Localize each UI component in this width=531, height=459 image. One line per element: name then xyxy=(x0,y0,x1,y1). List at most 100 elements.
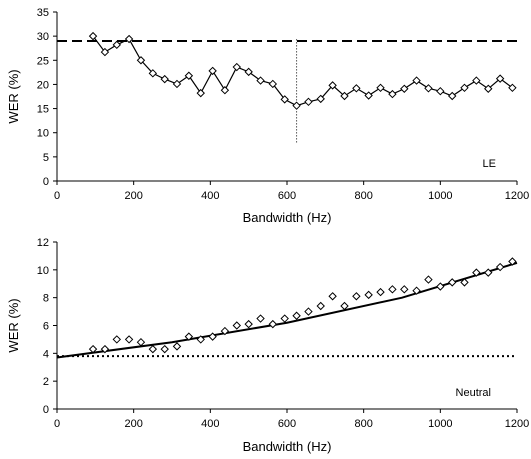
data-point xyxy=(400,84,409,93)
data-point xyxy=(424,275,433,284)
data-point xyxy=(316,301,325,311)
data-point xyxy=(268,319,278,329)
x-tick-label: 400 xyxy=(201,418,219,430)
data-point xyxy=(364,91,373,100)
data-point xyxy=(100,344,110,354)
data-point xyxy=(136,337,146,347)
data-point xyxy=(508,83,517,93)
data-point xyxy=(412,76,421,85)
data-point xyxy=(376,287,385,297)
data-point xyxy=(124,335,134,344)
data-point xyxy=(88,31,98,41)
data-point xyxy=(244,67,253,77)
y-tick-label: 10 xyxy=(37,265,49,277)
x-tick-label: 200 xyxy=(124,190,142,202)
data-point xyxy=(436,86,445,96)
data-point xyxy=(148,69,158,78)
y-tick-label: 4 xyxy=(43,348,49,360)
x-tick-label: 0 xyxy=(54,418,60,430)
data-point xyxy=(172,342,182,351)
data-point xyxy=(220,326,230,336)
data-point xyxy=(292,101,301,110)
data-point xyxy=(172,79,182,89)
bottom-chart-neutral: 0 2 4 6 8 10 12 0 200 400 600 800 1000 1200 Bandwidth … xyxy=(6,237,529,454)
y-tick-label: 12 xyxy=(37,237,49,249)
data-point xyxy=(112,40,122,50)
data-point xyxy=(436,282,445,291)
data-point xyxy=(136,56,146,65)
data-point xyxy=(508,257,517,266)
data-point xyxy=(340,301,349,311)
y-tick-label: 5 xyxy=(43,152,49,164)
data-point xyxy=(184,332,194,341)
y-axis-label: WER (%) xyxy=(6,298,21,352)
data-point xyxy=(292,311,301,320)
x-axis-label: Bandwidth (Hz) xyxy=(243,210,332,225)
data-point xyxy=(412,286,421,295)
data-point xyxy=(160,74,169,84)
y-tick-label: 20 xyxy=(37,79,49,91)
data-point xyxy=(280,95,289,104)
data-point xyxy=(88,344,98,354)
x-tick-label: 800 xyxy=(354,418,372,430)
data-point xyxy=(256,314,265,323)
y-tick-label: 10 xyxy=(37,128,49,140)
data-point xyxy=(208,332,217,341)
data-point xyxy=(184,71,194,80)
panel-annotation: LE xyxy=(483,158,496,170)
x-tick-label: 400 xyxy=(201,190,219,202)
data-point xyxy=(364,290,373,300)
data-point xyxy=(328,81,337,90)
data-point xyxy=(256,76,265,85)
data-point xyxy=(352,84,361,93)
x-tick-label: 1200 xyxy=(505,418,529,430)
data-point xyxy=(208,66,217,76)
data-point xyxy=(160,344,169,354)
y-axis-label: WER (%) xyxy=(6,69,21,123)
top-chart-le: 0 5 10 15 20 25 30 35 0 200 400 600 800 1000 1200 Bandw… xyxy=(6,7,529,225)
y-tick-label: 15 xyxy=(37,104,49,116)
data-point xyxy=(460,278,469,287)
x-tick-label: 1000 xyxy=(428,418,452,430)
data-point xyxy=(460,83,469,93)
data-point xyxy=(352,292,361,301)
data-point xyxy=(232,62,241,72)
panel-annotation: Neutral xyxy=(456,387,491,399)
data-point xyxy=(388,89,397,99)
y-tick-label: 30 xyxy=(37,31,49,43)
y-tick-label: 8 xyxy=(43,293,49,305)
y-tick-label: 0 xyxy=(43,404,49,416)
data-point xyxy=(100,47,110,57)
data-point xyxy=(124,34,134,44)
data-point xyxy=(112,335,122,344)
y-tick-label: 0 xyxy=(43,176,49,188)
data-point xyxy=(220,86,230,95)
data-point xyxy=(280,314,289,323)
y-tick-label: 6 xyxy=(43,321,49,333)
data-point xyxy=(495,262,505,272)
data-point xyxy=(268,79,278,89)
data-point xyxy=(484,84,493,93)
trend-line xyxy=(56,261,518,359)
data-point xyxy=(484,268,493,277)
data-point xyxy=(448,278,457,287)
data-point xyxy=(244,319,253,329)
data-point xyxy=(304,97,313,107)
y-tick-label: 2 xyxy=(43,376,49,388)
data-point xyxy=(148,344,158,354)
x-tick-label: 0 xyxy=(54,190,60,202)
data-point xyxy=(495,74,505,83)
data-point xyxy=(196,88,205,98)
data-point xyxy=(316,94,325,104)
x-tick-label: 1200 xyxy=(505,190,529,202)
data-point xyxy=(472,268,481,277)
data-point xyxy=(424,84,433,93)
data-point xyxy=(388,285,397,294)
x-axis-label: Bandwidth (Hz) xyxy=(243,439,332,454)
data-point xyxy=(340,91,349,101)
data-point xyxy=(472,76,481,85)
x-tick-label: 200 xyxy=(124,418,142,430)
x-tick-label: 600 xyxy=(278,190,296,202)
data-point xyxy=(376,83,385,93)
